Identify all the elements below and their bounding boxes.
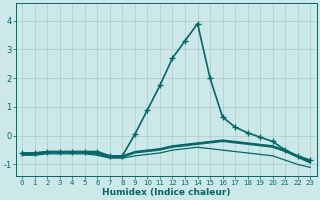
X-axis label: Humidex (Indice chaleur): Humidex (Indice chaleur)	[102, 188, 230, 197]
